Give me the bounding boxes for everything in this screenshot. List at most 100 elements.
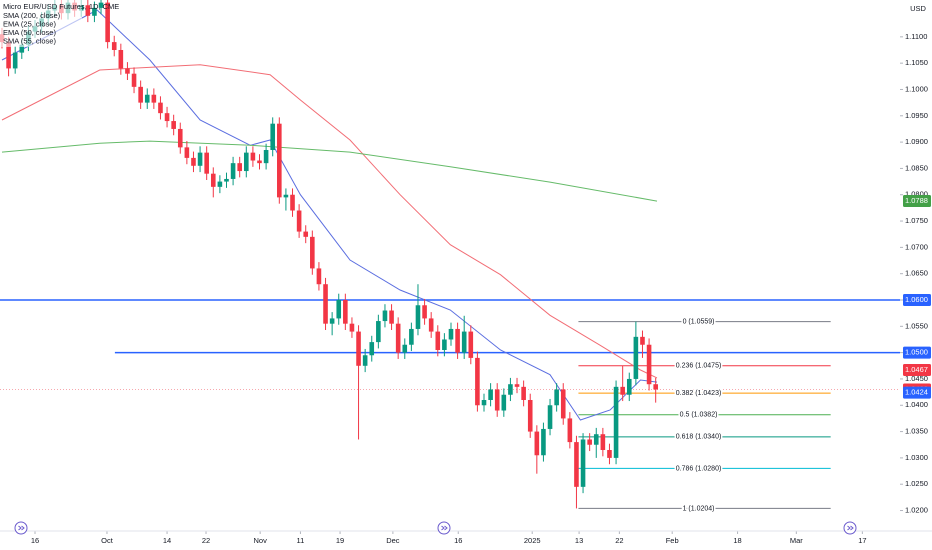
candle-body xyxy=(250,152,256,161)
legend-entry: EMA (50, close) xyxy=(3,28,56,37)
candle-body xyxy=(144,94,150,103)
candle-body xyxy=(501,394,507,411)
price-badge xyxy=(903,195,931,208)
candle-body xyxy=(336,300,342,319)
x-tick-label: 11 xyxy=(297,536,305,545)
currency-label: USD xyxy=(910,4,926,13)
y-tick-label: 1.0450 xyxy=(905,374,928,383)
candle-body xyxy=(382,310,388,322)
candle-body xyxy=(92,7,97,16)
candle-body xyxy=(527,400,533,432)
price-badge-label: 1.0424 xyxy=(905,388,928,397)
x-tick-label: 22 xyxy=(615,536,623,545)
candle-body xyxy=(158,102,163,114)
candle-body xyxy=(402,344,408,353)
candle-body xyxy=(442,339,447,350)
y-tick-label: 1.0550 xyxy=(905,321,928,330)
candle-body xyxy=(481,400,487,406)
candle-body xyxy=(362,355,368,366)
candle-body xyxy=(270,123,276,150)
candle-body xyxy=(626,378,632,395)
candle-body xyxy=(257,160,262,164)
candle-body xyxy=(323,284,328,324)
candle-body xyxy=(521,386,526,400)
y-tick-label: 1.0800 xyxy=(905,190,928,199)
candle-body xyxy=(508,384,513,395)
x-tick-label: 22 xyxy=(202,536,210,545)
y-tick-label: 1.1050 xyxy=(905,58,928,67)
candle-body xyxy=(243,152,249,172)
candle-body xyxy=(217,181,223,187)
candle-body xyxy=(118,50,124,69)
y-tick-label: 1.1100 xyxy=(905,32,927,41)
fib-level-label: 0.618 (1.0340) xyxy=(676,434,722,441)
candle-body xyxy=(435,331,441,350)
candle-body xyxy=(316,268,322,285)
price-badge-label: 1.0788 xyxy=(905,196,928,205)
x-tick-label: 17 xyxy=(858,536,866,545)
scroll-buttons xyxy=(14,521,857,535)
candle-body xyxy=(415,305,421,329)
candle-body xyxy=(138,86,143,103)
x-tick-label: Oct xyxy=(101,536,114,545)
overlay: 1.07881.06001.05001.04671.04301.0424Micr… xyxy=(0,0,931,399)
candle-body xyxy=(409,328,414,345)
candle-body xyxy=(369,342,375,356)
price-badge xyxy=(903,386,931,399)
legend-entry: SMA (200, close) xyxy=(3,11,61,20)
y-tick-label: 1.0250 xyxy=(905,479,928,488)
x-tick-label: Nov xyxy=(253,536,267,545)
candle-body xyxy=(613,386,619,458)
candle-body xyxy=(468,331,474,358)
y-tick-label: 1.0700 xyxy=(905,242,928,251)
candle-body xyxy=(461,331,467,353)
candle-body xyxy=(475,357,480,406)
candle-body xyxy=(395,323,401,353)
scroll-icon xyxy=(18,525,25,531)
candle-body xyxy=(574,442,579,487)
candle-body xyxy=(98,2,104,8)
y-tick-label: 1.0750 xyxy=(905,216,928,225)
candle-body xyxy=(85,5,91,16)
y-tick-label: 1.0300 xyxy=(905,453,928,462)
y-tick-label: 1.0400 xyxy=(905,400,928,409)
y-tick-label: 1.0200 xyxy=(905,506,928,515)
candle-body xyxy=(283,194,289,198)
candle-body xyxy=(422,305,427,319)
x-tick-label: 16 xyxy=(454,536,462,545)
candle-body xyxy=(105,2,110,43)
x-tick-label: Dec xyxy=(386,536,400,545)
candle-body xyxy=(593,434,599,445)
candle-body xyxy=(455,328,460,353)
scroll-icon xyxy=(441,525,448,531)
y-tick-label: 1.0900 xyxy=(905,137,928,146)
candle-body xyxy=(263,150,269,164)
y-tick-label: 1.0850 xyxy=(905,163,928,172)
candle-body xyxy=(356,331,361,366)
x-tick-label: 19 xyxy=(336,536,344,545)
chart-title: Micro EUR/USD Futures, 1D, CME xyxy=(3,2,119,11)
x-tick-label: Feb xyxy=(666,536,679,545)
candle-body xyxy=(125,68,130,74)
candle-body xyxy=(587,439,592,445)
candle-body xyxy=(633,336,639,379)
candle-body xyxy=(349,323,355,332)
legend-background xyxy=(0,0,82,47)
candle-body xyxy=(620,386,625,395)
x-tick-label: 14 xyxy=(163,536,171,545)
candle-body xyxy=(567,418,573,443)
candle-body xyxy=(494,389,500,411)
candle-body xyxy=(303,231,309,237)
x-tick-label: 18 xyxy=(733,536,741,545)
candle-body xyxy=(197,152,203,166)
candle-body xyxy=(376,321,381,343)
candle-body xyxy=(151,94,157,103)
candle-body xyxy=(534,431,540,456)
candle-body xyxy=(12,52,18,69)
moving-average-line xyxy=(1,9,658,421)
candle-body xyxy=(488,389,493,400)
price-badge xyxy=(903,364,931,376)
